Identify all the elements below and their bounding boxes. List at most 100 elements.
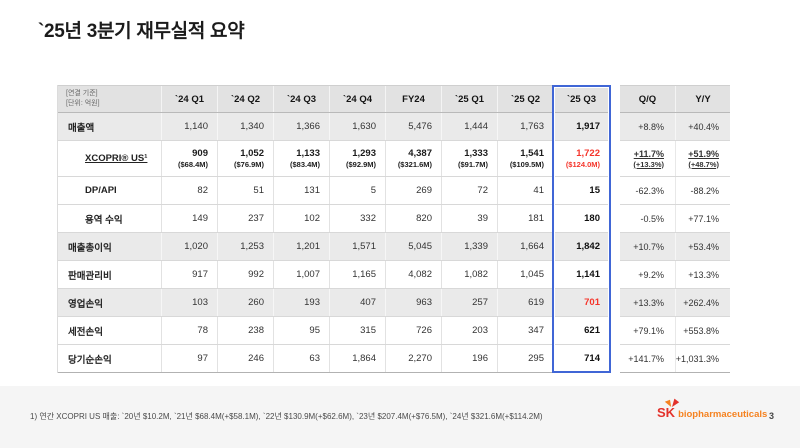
value-cell: 51 (217, 177, 273, 204)
value-cell: 1,020 (161, 233, 217, 260)
value-cell: 246 (217, 345, 273, 372)
value-cell: 909 ($68.4M) (161, 141, 217, 176)
value-cell: 95 (273, 317, 329, 344)
page-number: 3 (769, 411, 775, 421)
value-cell: 347 (497, 317, 553, 344)
unit-note: [연결 기준] [단위: 억원] (58, 86, 161, 112)
value-cell: 1,082 (441, 261, 497, 288)
table-row: XCOPRI® US¹ 909 ($68.4M) 1,052 ($76.9M) 1,133… (58, 141, 609, 177)
column-header: `25 Q1 (441, 86, 497, 112)
value-cell: 257 (441, 289, 497, 316)
value-cell: 726 (385, 317, 441, 344)
delta-cell: -88.2% (675, 177, 730, 204)
delta-cell: +141.7% (628, 353, 664, 364)
table-row: 당기순손익 97 246 63 1,864 2,270 196 295 714 (58, 345, 609, 373)
delta-cell: +11.7% (+13.3%) (633, 148, 664, 169)
delta-row: +8.8% +40.4% (620, 113, 730, 141)
value-cell: 1,917 (553, 113, 609, 140)
value-cell: 1,366 (273, 113, 329, 140)
value-cell: 1,293 ($92.9M) (329, 141, 385, 176)
value-cell: 180 (553, 205, 609, 232)
value-cell: 1,630 (329, 113, 385, 140)
table-row: 세전손익 78 238 95 315 726 203 347 621 (58, 317, 609, 345)
value-cell: 4,387 ($321.6M) (385, 141, 441, 176)
value-cell: 619 (497, 289, 553, 316)
column-header: `25 Q3 (553, 86, 609, 112)
table-row: 판매관리비 917 992 1,007 1,165 4,082 1,082 1,045 1,14… (58, 261, 609, 289)
value-cell: 1,045 (497, 261, 553, 288)
value-cell: 295 (497, 345, 553, 372)
row-label: 판매관리비 (68, 270, 112, 282)
value-cell: 1,140 (161, 113, 217, 140)
value-cell: 1,201 (273, 233, 329, 260)
value-cell: 269 (385, 177, 441, 204)
value-cell: 193 (273, 289, 329, 316)
value-cell: 5 (329, 177, 385, 204)
delta-row: -0.5% +77.1% (620, 205, 730, 233)
value-cell: 714 (553, 345, 609, 372)
footer-band (0, 386, 800, 448)
value-cell: 1,165 (329, 261, 385, 288)
delta-cell: -0.5% (640, 213, 664, 224)
delta-cell: +1,031.3% (675, 345, 730, 372)
table-header-row: [연결 기준] [단위: 억원] `24 Q1 `24 Q2 `24 Q3 `24 Q… (58, 85, 609, 113)
value-cell: 1,007 (273, 261, 329, 288)
value-cell: 917 (161, 261, 217, 288)
row-label: 당기순손익 (68, 354, 112, 366)
value-cell: 260 (217, 289, 273, 316)
value-cell: 97 (161, 345, 217, 372)
logo-biopharma-text: biopharmaceuticals (678, 409, 768, 420)
delta-cell: +13.3% (633, 297, 664, 308)
column-header: `24 Q2 (217, 86, 273, 112)
value-cell: 39 (441, 205, 497, 232)
delta-cell: +9.2% (638, 269, 664, 280)
value-cell: 72 (441, 177, 497, 204)
value-cell: 5,476 (385, 113, 441, 140)
value-cell: 332 (329, 205, 385, 232)
delta-row: +141.7% +1,031.3% (620, 345, 730, 373)
value-cell: 1,541 ($109.5M) (497, 141, 553, 176)
delta-cell: +553.8% (675, 317, 730, 344)
value-cell: 1,141 (553, 261, 609, 288)
table-row: 매출액 1,140 1,340 1,366 1,630 5,476 1,444 1,763 1,… (58, 113, 609, 141)
column-header: `24 Q1 (161, 86, 217, 112)
row-label: 세전손익 (68, 326, 103, 338)
value-cell: 41 (497, 177, 553, 204)
unit-note-basis: [연결 기준] (66, 89, 98, 97)
delta-cell: -62.3% (635, 185, 664, 196)
delta-cell: +10.7% (633, 241, 664, 252)
value-cell: 1,340 (217, 113, 273, 140)
value-cell: 103 (161, 289, 217, 316)
value-cell: 1,253 (217, 233, 273, 260)
value-cell: 2,270 (385, 345, 441, 372)
sk-butterfly-icon (664, 398, 680, 407)
table-row: 영업손익 103 260 193 407 963 257 619 701 (58, 289, 609, 317)
value-cell: 1,052 ($76.9M) (217, 141, 273, 176)
value-cell: 1,571 (329, 233, 385, 260)
table-row: 용역 수익 149 237 102 332 820 39 181 180 (58, 205, 609, 233)
column-header: Q/Q (638, 93, 657, 105)
delta-cell: +13.3% (675, 261, 730, 288)
value-cell: 407 (329, 289, 385, 316)
value-cell: 4,082 (385, 261, 441, 288)
value-cell: 149 (161, 205, 217, 232)
value-cell: 992 (217, 261, 273, 288)
delta-cell: +51.9% (+48.7%) (675, 141, 730, 176)
row-label: DP/API (85, 185, 117, 196)
row-label: XCOPRI® US¹ (85, 153, 148, 164)
column-header: `25 Q2 (497, 86, 553, 112)
row-label: 영업손익 (68, 298, 103, 310)
value-cell: 181 (497, 205, 553, 232)
column-header: `24 Q4 (329, 86, 385, 112)
row-label: 용역 수익 (85, 214, 123, 226)
value-cell: 5,045 (385, 233, 441, 260)
delta-row: -62.3% -88.2% (620, 177, 730, 205)
delta-header-row: Q/Q Y/Y (620, 85, 730, 113)
company-logo: SK biopharmaceuticals (657, 398, 768, 420)
column-header: Y/Y (675, 86, 730, 112)
delta-cell: +8.8% (638, 121, 664, 132)
row-label: 매출총이익 (68, 242, 112, 254)
column-header: `24 Q3 (273, 86, 329, 112)
delta-row: +11.7% (+13.3%) +51.9% (+48.7%) (620, 141, 730, 177)
unit-note-currency: [단위: 억원] (66, 100, 100, 107)
